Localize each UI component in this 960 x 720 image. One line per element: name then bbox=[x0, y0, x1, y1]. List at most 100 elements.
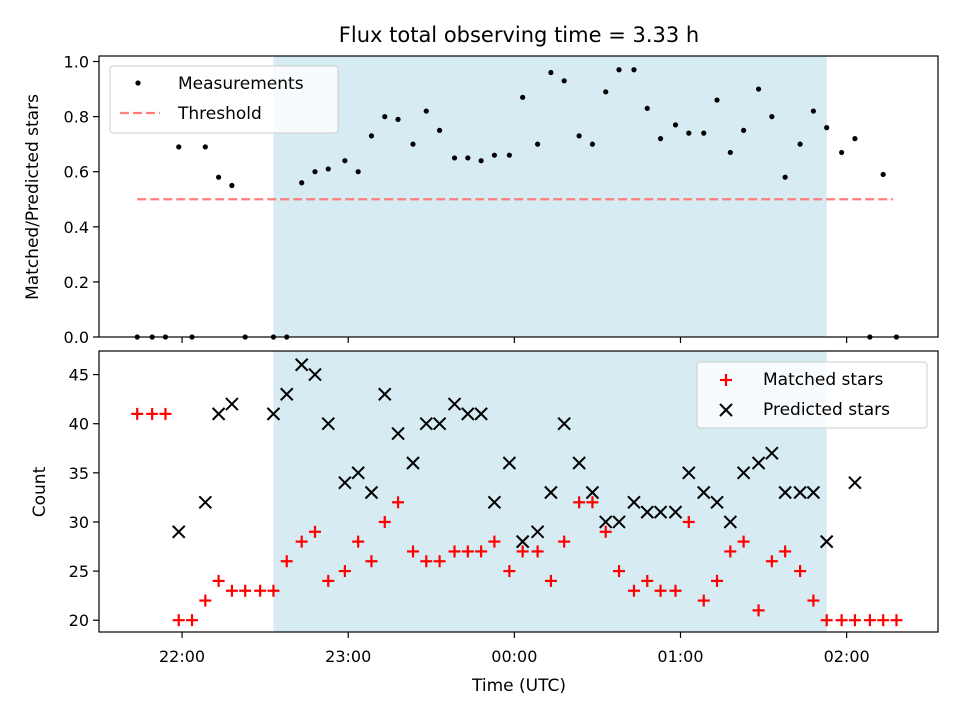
measurement-point bbox=[355, 169, 361, 175]
matched-point bbox=[475, 545, 488, 558]
top-x-ticks bbox=[181, 337, 848, 343]
measurement-point bbox=[727, 149, 733, 156]
matched-point bbox=[199, 594, 212, 607]
predicted-point bbox=[819, 534, 834, 549]
y-tick-label: 0.0 bbox=[64, 328, 89, 347]
y-tick-label: 1.0 bbox=[64, 53, 89, 72]
predicted-point bbox=[697, 485, 711, 500]
predicted-point bbox=[793, 485, 807, 500]
y-tick-label: 45 bbox=[69, 366, 89, 385]
matched-point bbox=[641, 574, 654, 587]
measurement-point bbox=[782, 174, 788, 180]
predicted-point bbox=[474, 407, 488, 421]
measurement-point bbox=[852, 136, 858, 142]
matched-point bbox=[737, 535, 750, 548]
predicted-point bbox=[599, 515, 613, 529]
predicted-point bbox=[682, 466, 696, 480]
predicted-point bbox=[211, 407, 226, 421]
matched-point bbox=[212, 574, 225, 587]
predicted-point bbox=[627, 495, 641, 510]
measurement-point bbox=[465, 155, 471, 161]
measurement-point bbox=[342, 158, 348, 164]
predicted-point bbox=[338, 475, 352, 490]
bottom-axes-frame bbox=[98, 350, 939, 633]
measurement-point bbox=[491, 152, 498, 158]
count-points bbox=[131, 358, 903, 627]
matched-point bbox=[225, 584, 238, 597]
bottom-legend: Matched stars Predicted stars bbox=[696, 361, 928, 429]
predicted-point bbox=[544, 485, 558, 500]
bottom-y-ticks: 20 25 30 35 40 45 bbox=[69, 366, 99, 630]
matched-point bbox=[627, 584, 640, 597]
matched-point bbox=[172, 614, 185, 627]
measurement-point bbox=[478, 158, 484, 164]
measurement-point bbox=[312, 169, 318, 175]
matched-point bbox=[863, 614, 876, 627]
matched-point bbox=[254, 584, 267, 597]
measurement-point bbox=[616, 67, 622, 73]
matched-point bbox=[724, 545, 737, 558]
measurement-points bbox=[134, 67, 900, 340]
matched-point bbox=[488, 535, 501, 548]
measurement-point bbox=[672, 122, 679, 128]
predicted-point bbox=[172, 525, 186, 539]
legend-threshold-label: Threshold bbox=[177, 104, 262, 124]
measurement-point bbox=[576, 133, 582, 139]
measurement-point bbox=[395, 116, 401, 122]
measurement-point bbox=[631, 67, 637, 73]
measurement-point bbox=[810, 108, 816, 114]
y-tick-label: 20 bbox=[69, 611, 89, 630]
measurement-point bbox=[839, 149, 845, 156]
matched-point bbox=[794, 565, 807, 578]
predicted-point bbox=[668, 505, 683, 519]
measurement-point bbox=[202, 144, 208, 150]
matched-point bbox=[433, 555, 446, 568]
x-axis-label: Time (UTC) bbox=[471, 676, 566, 696]
measurement-point bbox=[797, 141, 803, 147]
y-tick-label: 35 bbox=[69, 464, 89, 483]
matched-point bbox=[613, 565, 626, 578]
predicted-point bbox=[225, 397, 239, 411]
measurement-point bbox=[561, 78, 567, 84]
predicted-point bbox=[502, 456, 517, 470]
predicted-point bbox=[364, 485, 379, 500]
measurement-point bbox=[436, 127, 443, 133]
matched-point bbox=[308, 525, 321, 538]
measurement-point bbox=[603, 89, 609, 95]
predicted-point bbox=[572, 456, 586, 470]
predicted-point bbox=[280, 387, 294, 401]
predicted-point bbox=[515, 534, 530, 549]
measurement-point bbox=[741, 127, 747, 133]
measurement-point bbox=[216, 174, 222, 180]
matched-point bbox=[752, 604, 765, 617]
top-y-ticks: 0.0 0.2 0.4 0.6 0.8 1.0 bbox=[64, 53, 99, 347]
y-tick-label: 40 bbox=[69, 415, 89, 434]
predicted-point bbox=[653, 505, 668, 519]
matched-point bbox=[420, 555, 433, 568]
matched-point bbox=[586, 496, 599, 509]
matched-point bbox=[573, 496, 586, 509]
measurement-point bbox=[410, 141, 416, 147]
predicted-point bbox=[710, 495, 724, 510]
predicted-point bbox=[765, 446, 779, 460]
legend-predicted-label: Predicted stars bbox=[763, 400, 890, 420]
x-tick-label: 22:00 bbox=[159, 647, 205, 666]
matched-point bbox=[779, 545, 792, 558]
matched-point bbox=[131, 407, 144, 420]
measurement-point bbox=[451, 155, 458, 161]
matched-point bbox=[835, 614, 848, 627]
measurement-point bbox=[535, 141, 541, 147]
matched-point bbox=[531, 545, 544, 558]
top-panel: 0.0 0.2 0.4 0.6 0.8 1.0 Matched/Predicted sta… bbox=[23, 53, 939, 347]
x-tick-label: 00:00 bbox=[491, 647, 537, 666]
measurement-point bbox=[755, 86, 762, 92]
predicted-point bbox=[406, 456, 420, 470]
measurement-point bbox=[325, 166, 331, 172]
predicted-point bbox=[391, 426, 405, 441]
matched-point bbox=[159, 407, 172, 420]
chart-title: Flux total observing time = 3.33 h bbox=[339, 23, 699, 47]
matched-point bbox=[711, 574, 724, 587]
matched-point bbox=[820, 614, 833, 627]
predicted-point bbox=[461, 407, 475, 421]
